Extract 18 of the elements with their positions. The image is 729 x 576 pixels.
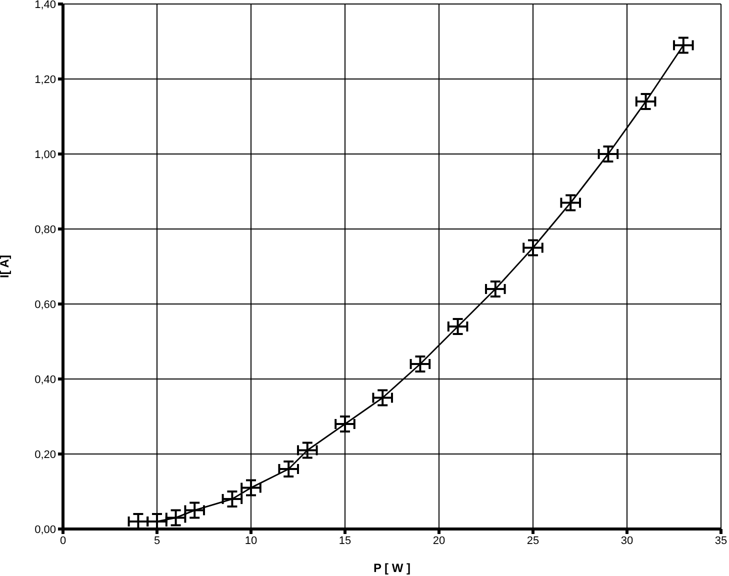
x-tick-label: 0 [60,534,66,547]
y-tick-label: 0,00 [34,524,56,536]
y-axis-title: I[ A] [0,255,12,278]
y-tick-label: 1,00 [34,148,56,161]
y-tick-label: 0,40 [34,374,56,386]
y-tick-label: 1,40 [34,0,56,11]
x-tick-label: 5 [154,534,160,547]
x-axis-title: P [ W ] [373,561,411,575]
x-tick-label: 25 [526,534,540,547]
y-tick-label: 0,80 [34,224,56,236]
y-tick-label: 0,60 [34,298,56,311]
x-tick-label: 20 [432,534,446,547]
y-tick-label: 0,20 [34,448,56,461]
x-tick-label: 10 [244,534,258,547]
x-tick-label: 30 [620,534,634,547]
x-tick-label: 35 [714,534,728,547]
x-tick-label: 15 [338,534,352,547]
y-tick-label: 1,20 [34,74,56,86]
